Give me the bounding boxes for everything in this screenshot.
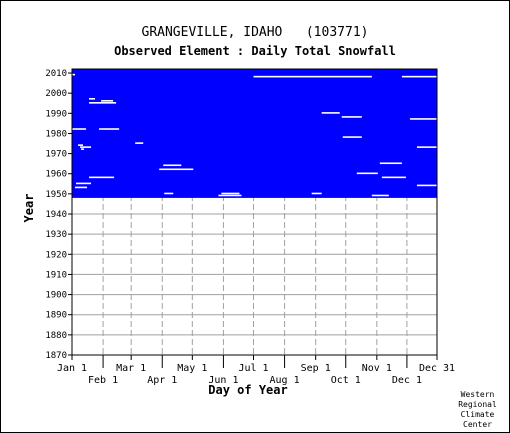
missing-data-gap — [356, 172, 378, 175]
missing-data-gap — [321, 112, 340, 114]
chart-subtitle: Observed Element : Daily Total Snowfall — [114, 44, 396, 58]
missing-data-gap — [221, 192, 240, 195]
missing-data-gap — [101, 100, 114, 102]
y-tick-label: 1950 — [45, 190, 67, 200]
missing-data-gap — [89, 102, 117, 104]
missing-data-gap — [81, 148, 85, 150]
missing-data-gap — [371, 194, 389, 197]
missing-data-gap — [80, 146, 92, 148]
missing-data-gap — [75, 186, 88, 189]
missing-data-gap — [311, 192, 322, 195]
credit-line: Regional — [458, 400, 497, 409]
x-tick-label: Dec 1 — [392, 375, 422, 386]
x-tick-label: Aug 1 — [270, 375, 300, 386]
data-region — [72, 69, 437, 198]
missing-data-gap — [72, 128, 87, 130]
y-tick-label: 1880 — [45, 331, 67, 341]
missing-data-gap — [342, 136, 362, 138]
missing-data-gap — [78, 144, 84, 146]
missing-data-gap — [416, 146, 437, 148]
missing-data-gap — [76, 182, 92, 185]
credit-text: Western Regional Climate Center — [450, 390, 505, 430]
x-tick-label: May 1 — [177, 363, 207, 374]
x-tick-label: Feb 1 — [88, 375, 118, 386]
missing-data-gap — [409, 118, 437, 120]
y-tick-label: 2000 — [45, 89, 67, 99]
x-tick-label: Apr 1 — [147, 375, 177, 386]
x-axis-label: Day of Year — [208, 383, 287, 397]
missing-data-gap — [341, 116, 362, 118]
y-tick-label: 1960 — [45, 170, 67, 180]
missing-data-gap — [163, 164, 182, 167]
y-tick-label: 1990 — [45, 109, 67, 119]
missing-data-gap — [135, 142, 144, 144]
credit-line: Climate — [460, 410, 495, 419]
y-tick-label: 1920 — [45, 250, 67, 260]
x-tick-label: Jan 1 — [57, 363, 87, 374]
y-tick-label: 1910 — [45, 270, 67, 280]
missing-data-gap — [381, 176, 406, 179]
credit-line: Western — [460, 390, 495, 399]
y-tick-label: 1970 — [45, 150, 67, 160]
missing-data-gap — [416, 184, 437, 187]
y-tick-label: 1900 — [45, 291, 67, 301]
missing-data-gap — [89, 98, 96, 100]
y-tick-label: 1980 — [45, 129, 67, 139]
x-tick-label: Oct 1 — [331, 375, 361, 386]
y-tick-label: 1940 — [45, 210, 67, 220]
axes-layer: 1870 1880 1890 1900 1910 1920 1930 1940 1950 1960… — [45, 68, 455, 386]
missing-data-gap — [72, 73, 76, 76]
y-axis-label: Year — [22, 194, 36, 223]
missing-data-gap — [164, 192, 174, 195]
y-tick-label: 1890 — [45, 311, 67, 321]
plot-border — [71, 68, 438, 356]
missing-data-gap — [89, 176, 115, 179]
missing-data-gap — [218, 194, 242, 197]
missing-data-gap — [159, 168, 194, 171]
data-layer — [72, 69, 437, 198]
credit-line: Center — [463, 420, 492, 429]
x-tick-label: Sep 1 — [301, 363, 331, 374]
y-tick-label: 2010 — [45, 69, 67, 79]
chart-title: GRANGEVILLE, IDAHO (103771) — [141, 25, 369, 40]
x-tick-label: Jun 1 — [208, 375, 238, 386]
missing-data-gap — [99, 128, 120, 130]
y-tick-label: 1930 — [45, 230, 67, 240]
missing-data-gap — [401, 75, 437, 78]
missing-data-gap — [253, 75, 372, 78]
y-tick-label: 1870 — [45, 351, 67, 361]
x-tick-label: Jul 1 — [238, 363, 268, 374]
x-tick-label: Nov 1 — [362, 363, 392, 374]
x-tick-label: Dec 31 — [419, 363, 455, 374]
missing-data-gap — [379, 162, 402, 165]
x-tick-label: Mar 1 — [116, 363, 146, 374]
